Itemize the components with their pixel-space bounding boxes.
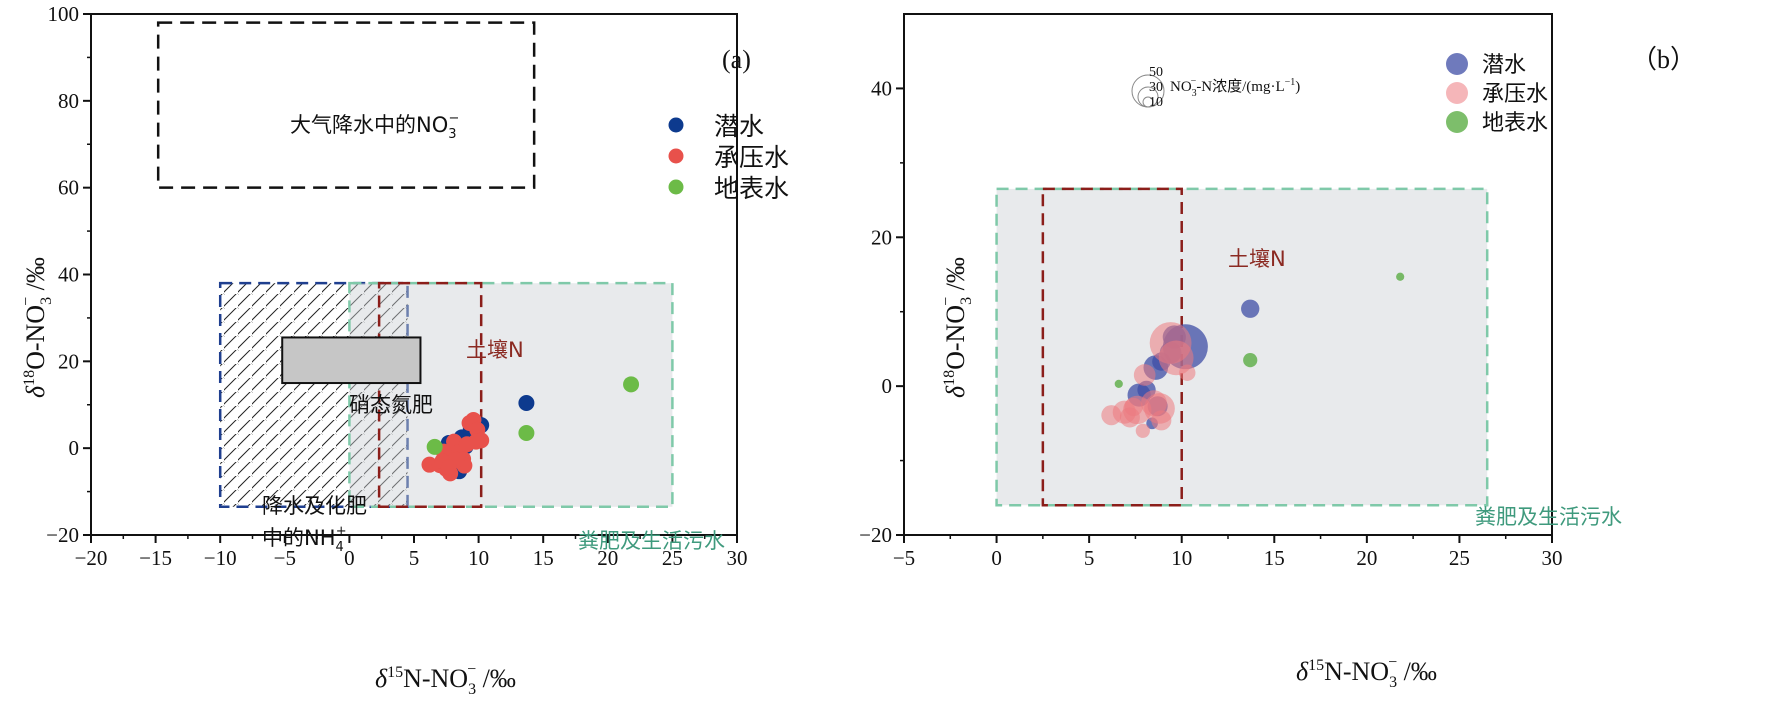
x-tick-label: 20 (1356, 546, 1377, 570)
legend-marker-2 (668, 179, 684, 195)
legend-label-b-phreatic: 潜水 (1482, 53, 1526, 78)
data-point-a2 (623, 376, 640, 393)
region-atmospheric (156, 21, 536, 189)
x-tick-label: 25 (662, 546, 683, 570)
x-tick-label: −10 (204, 546, 237, 570)
legend-marker-1 (668, 148, 684, 164)
x-tick-label: 0 (991, 546, 1002, 570)
region-label-atmospheric: 大气降水中的NO3− (290, 111, 459, 142)
legend-label-b-confined: 承压水 (1482, 82, 1548, 107)
legend-b: 潜水 承压水 地表水 (1482, 53, 1548, 136)
legend-marker-2 (1446, 111, 1468, 133)
x-axis-label-b: δ15N-NO3− /‰ (1296, 654, 1437, 691)
region-soil (1041, 187, 1183, 507)
data-point-a0 (518, 395, 535, 412)
y-tick-label: −20 (46, 523, 79, 547)
x-tick-label: −5 (274, 546, 296, 570)
x-tick-label: 10 (1171, 546, 1192, 570)
region-label-soil-b: 土壤N (1228, 247, 1286, 271)
region-label-soil-a: 土壤N (466, 338, 524, 362)
data-point-b1 (1135, 423, 1150, 438)
region-manure (995, 187, 1489, 507)
y-tick-label: 0 (69, 436, 80, 460)
size-legend-circle-small (1142, 96, 1154, 108)
region-manure (348, 281, 674, 509)
data-point-b1 (1101, 405, 1122, 426)
x-tick-label: −15 (139, 546, 172, 570)
data-point-b2 (1396, 272, 1405, 281)
x-tick-label: 30 (1542, 546, 1563, 570)
x-tick-label: 20 (597, 546, 618, 570)
panel-label-b: （b） (1631, 45, 1696, 74)
x-tick-label: −20 (75, 546, 108, 570)
region-label-ammonium-line2: 中的NH4+ (262, 524, 347, 555)
legend-label-a-phreatic: 潜水 (714, 112, 764, 141)
size-legend-value-30: 30 (1149, 80, 1163, 95)
y-tick-label: 40 (58, 263, 79, 287)
panel-label-a: (a) (722, 45, 751, 74)
data-point-b1 (1140, 390, 1167, 417)
data-point-b1 (1179, 364, 1196, 381)
legend-marker-1 (1446, 82, 1468, 104)
legend-label-b-surface: 地表水 (1482, 111, 1548, 136)
region-label-ammonium-line1: 降水及化肥 (262, 494, 367, 518)
x-tick-label: 5 (1084, 546, 1095, 570)
y-tick-label: 60 (58, 176, 79, 200)
data-point-b1 (1133, 364, 1156, 386)
region-label-nitrate: 硝态氮肥 (349, 393, 433, 417)
size-legend-b: 50 30 10 NO3−-N浓度/(mg·L−1) (1131, 65, 1300, 110)
legend-label-a-surface: 地表水 (714, 174, 789, 203)
x-tick-label: 10 (468, 546, 489, 570)
data-point-a1 (458, 436, 475, 453)
legend-marker-0 (1446, 53, 1468, 75)
data-point-a2 (426, 438, 443, 455)
legend-marker-0 (668, 117, 684, 133)
data-point-b2 (1114, 379, 1123, 389)
data-point-b1 (1151, 410, 1172, 431)
y-tick-label: 0 (882, 374, 893, 398)
data-point-a1 (440, 459, 457, 476)
chart-panel-b: −5 0 5 10 15 20 25 30 −20 0 20 40 (859, 13, 1563, 570)
y-axis-label-a: δ18O-NO3− /‰ (18, 257, 55, 398)
data-point-b1 (1124, 397, 1143, 417)
x-tick-label: −5 (893, 546, 915, 570)
y-tick-label: 80 (58, 89, 79, 113)
size-legend-label: NO3−-N浓度/(mg·L−1) (1170, 76, 1300, 99)
region-nitrate (281, 336, 422, 385)
x-tick-label: 25 (1449, 546, 1470, 570)
size-legend-value-10: 10 (1149, 95, 1163, 110)
x-tick-label: 0 (344, 546, 355, 570)
y-tick-label: 20 (871, 225, 892, 249)
region-ammonium (218, 281, 409, 509)
region-soil (377, 281, 483, 509)
data-point-b2 (1243, 352, 1258, 368)
x-axis-label-a: δ15N-NO3− /‰ (375, 661, 516, 698)
data-point-a2 (518, 424, 535, 441)
legend-label-a-confined: 承压水 (714, 143, 789, 172)
x-tick-label: 15 (1264, 546, 1285, 570)
data-point-b0 (1241, 299, 1260, 318)
size-legend-value-50: 50 (1149, 65, 1163, 80)
x-tick-label: 15 (533, 546, 554, 570)
y-tick-label: 40 (871, 76, 892, 100)
y-tick-label: −20 (859, 523, 892, 547)
y-tick-label: 20 (58, 349, 79, 373)
region-label-manure-a: 粪肥及生活污水 (578, 529, 725, 553)
x-tick-label: 30 (727, 546, 748, 570)
chart-panel-a: −20 −15 −10 −5 0 5 10 15 20 25 30 −20 0 20 40 60 80 100 (46, 2, 747, 570)
legend-a: 潜水 承压水 地表水 (714, 112, 789, 203)
y-tick-label: 100 (48, 2, 80, 26)
x-tick-label: 5 (409, 546, 420, 570)
y-axis-label-b: δ18O-NO3− /‰ (938, 257, 975, 398)
region-label-manure-b: 粪肥及生活污水 (1475, 505, 1622, 529)
